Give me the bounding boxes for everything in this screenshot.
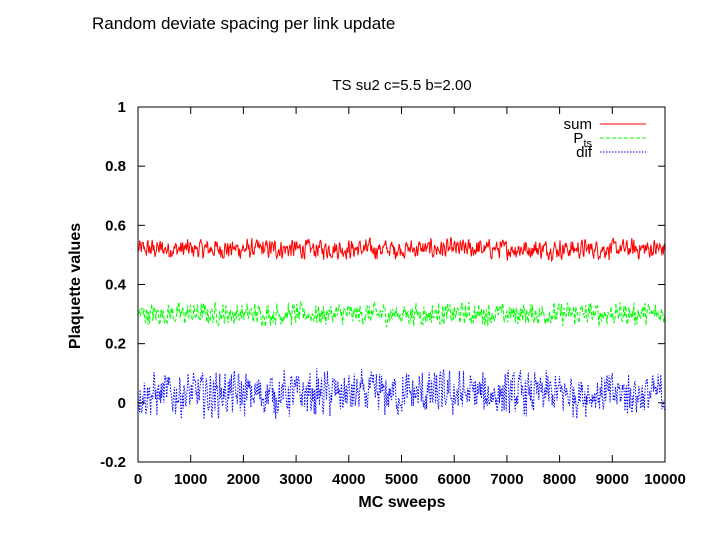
chart-title: TS su2 c=5.5 b=2.00: [332, 77, 471, 94]
legend-label-text: P: [573, 130, 583, 147]
ticks-layer: -0.2 0 0.2 0.4 0.6 0.8 1 0 1000 2000 3000 4000 5000 6…: [100, 99, 686, 488]
legend-label-text: sum: [564, 116, 592, 133]
y-tick-label: 0: [118, 395, 126, 412]
legend-label-text: dif: [576, 144, 593, 161]
x-tick-label: 2000: [227, 471, 260, 488]
x-tick-label: 5000: [385, 471, 418, 488]
y-axis-label: Plaquette values: [67, 223, 84, 349]
series-line-Pts: [137, 299, 666, 328]
x-tick-label: 0: [134, 471, 142, 488]
y-tick-label: 0.8: [105, 158, 126, 175]
series-line-dif: [137, 368, 666, 420]
plot-frame: [137, 106, 666, 463]
x-axis-label: MC sweeps: [358, 494, 445, 511]
series-layer: [137, 236, 666, 420]
x-tick-label: 3000: [279, 471, 312, 488]
legend-label-subscript: ts: [583, 138, 592, 150]
legend-label: Pts: [573, 130, 592, 150]
series-line-sum: [137, 236, 666, 263]
x-tick-label: 10000: [644, 471, 686, 488]
y-tick-label: 0.6: [105, 217, 126, 234]
page-title: Random deviate spacing per link update: [92, 14, 396, 33]
x-tick-label: 1000: [174, 471, 207, 488]
x-tick-label: 7000: [490, 471, 523, 488]
x-tick-label: 8000: [543, 471, 576, 488]
y-tick-label: 1: [118, 99, 126, 116]
y-tick-label: 0.2: [105, 336, 126, 353]
x-tick-label: 9000: [596, 471, 629, 488]
legend-label: dif: [576, 144, 593, 161]
y-tick-label: -0.2: [100, 454, 126, 471]
x-tick-label: 4000: [332, 471, 365, 488]
legend-label: sum: [564, 116, 592, 133]
y-tick-label: 0.4: [105, 277, 127, 294]
x-tick-label: 6000: [438, 471, 471, 488]
